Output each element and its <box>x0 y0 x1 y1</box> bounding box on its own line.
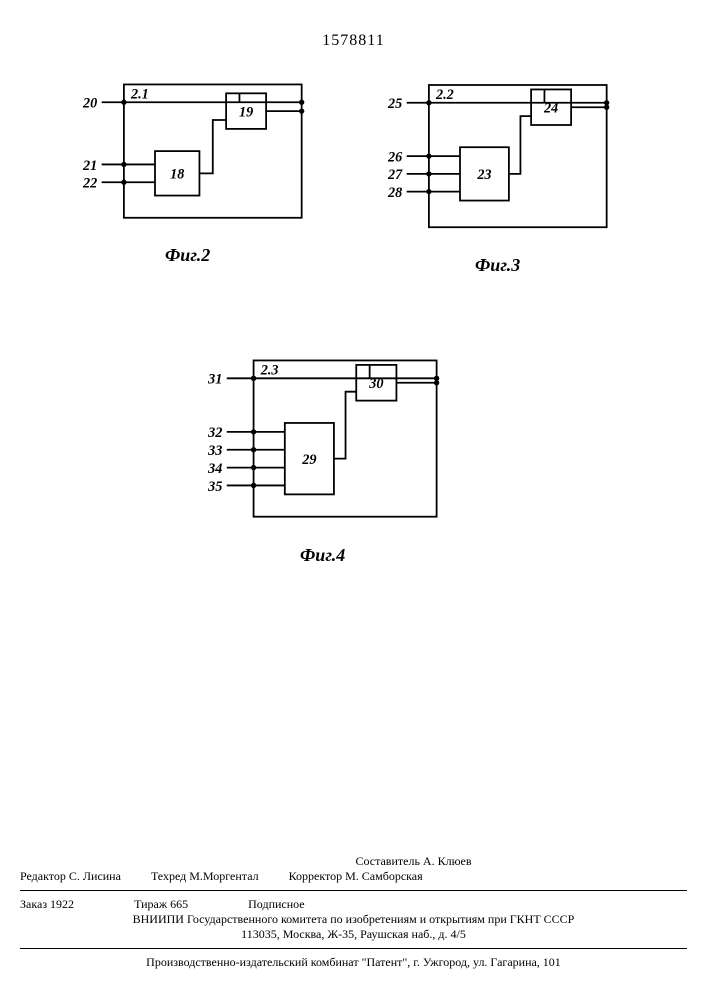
svg-text:33: 33 <box>207 443 222 459</box>
footer-block: Составитель А. Клюев Редактор С. Лисина … <box>0 854 707 1000</box>
document-number: 1578811 <box>322 32 384 50</box>
subscription: Подписное <box>248 897 305 912</box>
svg-text:2.3: 2.3 <box>260 363 279 379</box>
compiler-credit: Составитель А. Клюев <box>20 854 687 869</box>
svg-text:23: 23 <box>476 167 491 183</box>
svg-text:19: 19 <box>239 104 253 120</box>
svg-text:25: 25 <box>387 96 402 112</box>
svg-text:26: 26 <box>387 149 403 165</box>
publisher-address: 113035, Москва, Ж-35, Раушская наб., д. … <box>20 927 687 942</box>
svg-text:21: 21 <box>82 158 97 174</box>
svg-text:28: 28 <box>387 185 402 201</box>
print-org: Производственно-издательский комбинат "П… <box>20 955 687 970</box>
svg-text:27: 27 <box>387 167 403 183</box>
order-number: Заказ 1922 <box>20 897 74 912</box>
divider-1 <box>20 890 687 891</box>
svg-text:24: 24 <box>543 101 558 117</box>
figure-4-caption: Фиг.4 <box>300 545 345 566</box>
svg-text:32: 32 <box>207 425 222 441</box>
figure-4: 2.3 29 30 31 32 33 34 35 <box>200 350 450 545</box>
svg-text:35: 35 <box>207 479 222 495</box>
svg-text:31: 31 <box>207 372 222 388</box>
figure-2-caption: Фиг.2 <box>165 245 210 266</box>
figure-3-caption: Фиг.3 <box>475 255 520 276</box>
page: 1578811 2.11819202122 Фиг.2 2.2232425262… <box>0 0 707 1000</box>
svg-text:29: 29 <box>301 452 316 468</box>
svg-text:18: 18 <box>170 167 184 183</box>
corrector-credit: Корректор М. Самборская <box>289 869 423 884</box>
figure-3: 2.2 23 24 25 26 27 28 <box>380 75 620 255</box>
tech-credit: Техред М.Моргентал <box>151 869 259 884</box>
svg-text:2.1: 2.1 <box>130 87 149 103</box>
svg-text:34: 34 <box>207 461 222 477</box>
editor-credit: Редактор С. Лисина <box>20 869 121 884</box>
publisher-org: ВНИИПИ Государственного комитета по изоб… <box>20 912 687 927</box>
figure-2: 2.1 18 19 20 21 22 <box>75 75 315 245</box>
svg-text:20: 20 <box>82 96 97 112</box>
divider-2 <box>20 948 687 949</box>
svg-text:2.2: 2.2 <box>435 87 454 103</box>
svg-text:22: 22 <box>82 176 97 192</box>
tirazh: Тираж 665 <box>134 897 188 912</box>
svg-text:30: 30 <box>368 376 383 392</box>
